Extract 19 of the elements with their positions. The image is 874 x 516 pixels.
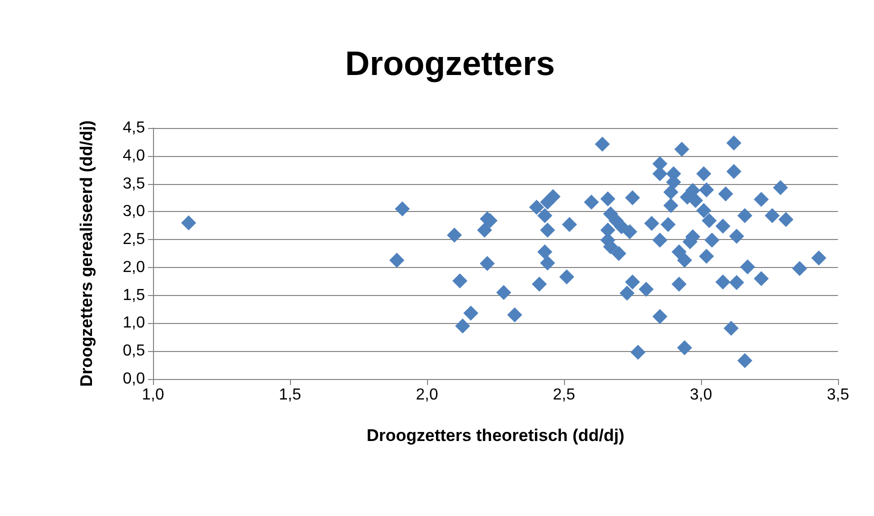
- x-tick-label: 2,5: [552, 386, 576, 404]
- y-tick-label: 3,5: [122, 175, 146, 192]
- x-tick-label: 3,0: [690, 386, 712, 404]
- y-tick-label: 1,5: [122, 286, 146, 304]
- y-tick-label: 2,5: [122, 231, 146, 248]
- y-tick-label: 0,5: [122, 342, 146, 360]
- y-tick-label: 4,5: [122, 120, 146, 136]
- x-tick-label: 2,0: [416, 386, 438, 404]
- y-tick-label: 4,0: [122, 147, 146, 164]
- chart-title: Droogzetters: [345, 45, 555, 83]
- x-tick-label: 3,5: [826, 386, 850, 404]
- x-tick-label: 1,0: [142, 386, 164, 404]
- y-tick-label: 2,0: [122, 258, 146, 276]
- y-tick-label: 3,0: [122, 203, 146, 220]
- x-axis-title: Droogzetters theoretisch (dd/dj): [366, 426, 624, 445]
- y-tick-label: 1,0: [122, 314, 146, 332]
- x-tick-label: 1,5: [278, 386, 302, 404]
- y-tick-label: 0,0: [122, 370, 146, 388]
- y-axis-title: Droogzetters gerealiseerd (dd/dj): [77, 120, 96, 387]
